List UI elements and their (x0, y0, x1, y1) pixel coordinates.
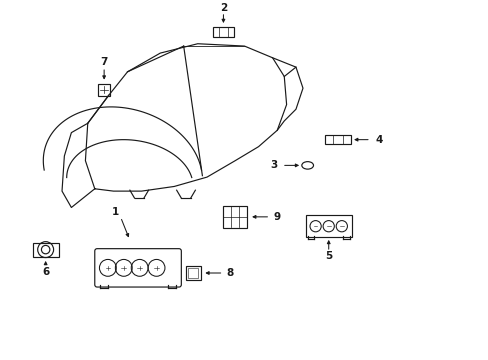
Text: 5: 5 (325, 251, 332, 261)
Text: 8: 8 (226, 268, 234, 278)
Text: 7: 7 (100, 58, 107, 67)
Text: 4: 4 (375, 135, 382, 145)
Text: 6: 6 (42, 267, 49, 276)
Text: 9: 9 (273, 212, 280, 222)
Text: 1: 1 (112, 207, 119, 217)
Text: 2: 2 (220, 3, 226, 13)
Text: 3: 3 (270, 161, 277, 170)
